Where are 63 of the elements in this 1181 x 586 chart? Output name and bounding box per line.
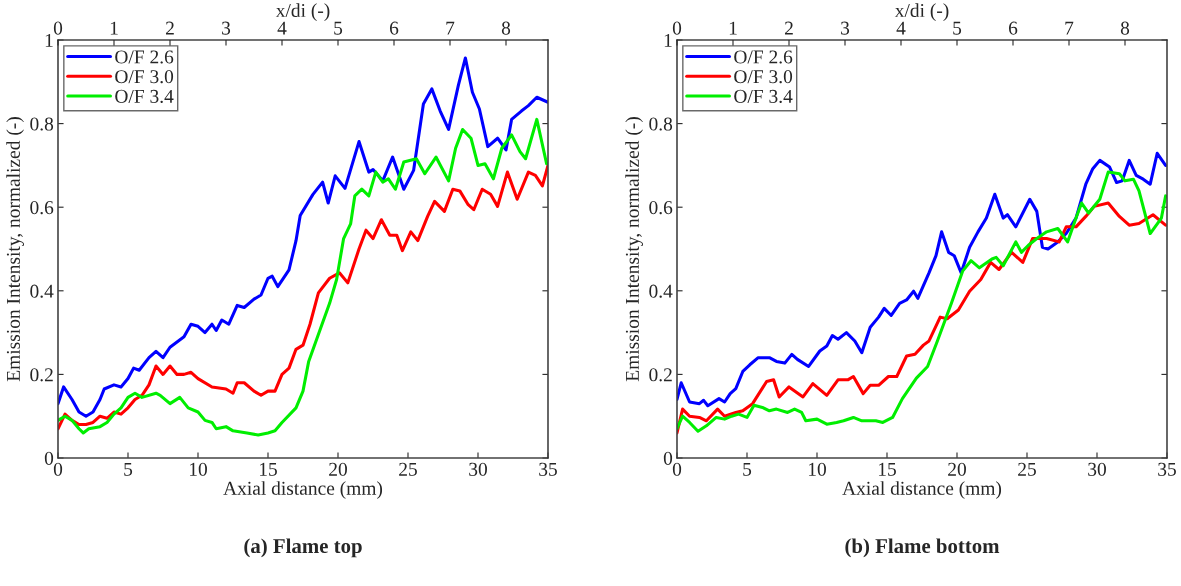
x2-axis-title: x/di (-) <box>894 3 949 21</box>
x-tick-label: 20 <box>329 462 347 476</box>
y-tick-label: 0.4 <box>30 284 54 298</box>
x-tick-label: 35 <box>1158 462 1176 476</box>
x-tick-label: 15 <box>878 462 896 476</box>
x2-tick-label: 0 <box>53 21 63 35</box>
y-tick-label: 0 <box>44 451 54 465</box>
x-tick-label: 35 <box>539 462 557 476</box>
x2-tick-label: 8 <box>501 21 511 35</box>
x-tick-label: 30 <box>1088 462 1106 476</box>
x2-tick-label: 3 <box>841 21 850 35</box>
x2-tick-label: 1 <box>110 21 118 35</box>
x2-axis-title: x/di (-) <box>275 3 330 21</box>
y-tick-label: 0.2 <box>649 368 672 382</box>
y-tick-label: 1 <box>45 33 53 47</box>
y-tick-label: 0.6 <box>30 201 54 215</box>
x-axis-title: Axial distance (mm) <box>842 481 1002 499</box>
text: (a) Flame top <box>244 538 362 558</box>
x-tick-label: 15 <box>259 462 277 476</box>
line-series <box>58 117 548 437</box>
x2-tick-label: 2 <box>784 21 793 35</box>
legend-label: O/F 2.6 <box>115 50 174 64</box>
y-tick-label: 0 <box>663 451 673 465</box>
x-tick-label: 30 <box>469 462 487 476</box>
x-tick-label: 0 <box>53 462 63 476</box>
y-tick-label: 0.8 <box>30 117 54 131</box>
y-tick-label: 0.6 <box>649 201 673 215</box>
x-tick-label: 25 <box>1018 462 1036 476</box>
x-tick-label: 10 <box>189 462 207 476</box>
legend-label: O/F 3.0 <box>734 70 793 84</box>
x-tick-label: 0 <box>672 462 682 476</box>
legend-label: O/F 3.4 <box>734 89 793 103</box>
x2-tick-label: 3 <box>222 21 231 35</box>
legend-label: O/F 2.6 <box>734 50 793 64</box>
line-series <box>58 163 548 431</box>
x2-tick-label: 7 <box>446 21 455 35</box>
y-tick-label: 0.8 <box>649 117 673 131</box>
x2-tick-label: 6 <box>389 21 399 35</box>
y-axis-title: Emission Intensity, normalized (-) <box>625 117 643 382</box>
legend-label: O/F 3.4 <box>115 89 174 103</box>
x-tick-label: 5 <box>124 462 133 476</box>
legend-label: O/F 3.0 <box>115 70 174 84</box>
y-tick-label: 0.4 <box>649 284 673 298</box>
x2-tick-label: 6 <box>1008 21 1018 35</box>
text: (b) Flame bottom <box>845 538 1000 558</box>
x2-tick-label: 8 <box>1120 21 1130 35</box>
x2-tick-label: 0 <box>672 21 682 35</box>
y-tick-label: 0.2 <box>30 368 53 382</box>
x2-tick-label: 1 <box>729 21 737 35</box>
x-tick-label: 10 <box>808 462 826 476</box>
y-axis-title: Emission Intensity, normalized (-) <box>6 117 24 382</box>
x2-tick-label: 4 <box>896 21 906 35</box>
line-series <box>677 151 1167 408</box>
x-axis-title: Axial distance (mm) <box>223 481 383 499</box>
x2-tick-label: 7 <box>1065 21 1074 35</box>
x2-tick-label: 5 <box>334 21 343 35</box>
x-tick-label: 25 <box>399 462 417 476</box>
x2-tick-label: 2 <box>165 21 174 35</box>
x-tick-label: 20 <box>948 462 966 476</box>
x2-tick-label: 4 <box>277 21 287 35</box>
x2-tick-label: 5 <box>953 21 962 35</box>
x-tick-label: 5 <box>743 462 752 476</box>
y-tick-label: 1 <box>664 33 672 47</box>
